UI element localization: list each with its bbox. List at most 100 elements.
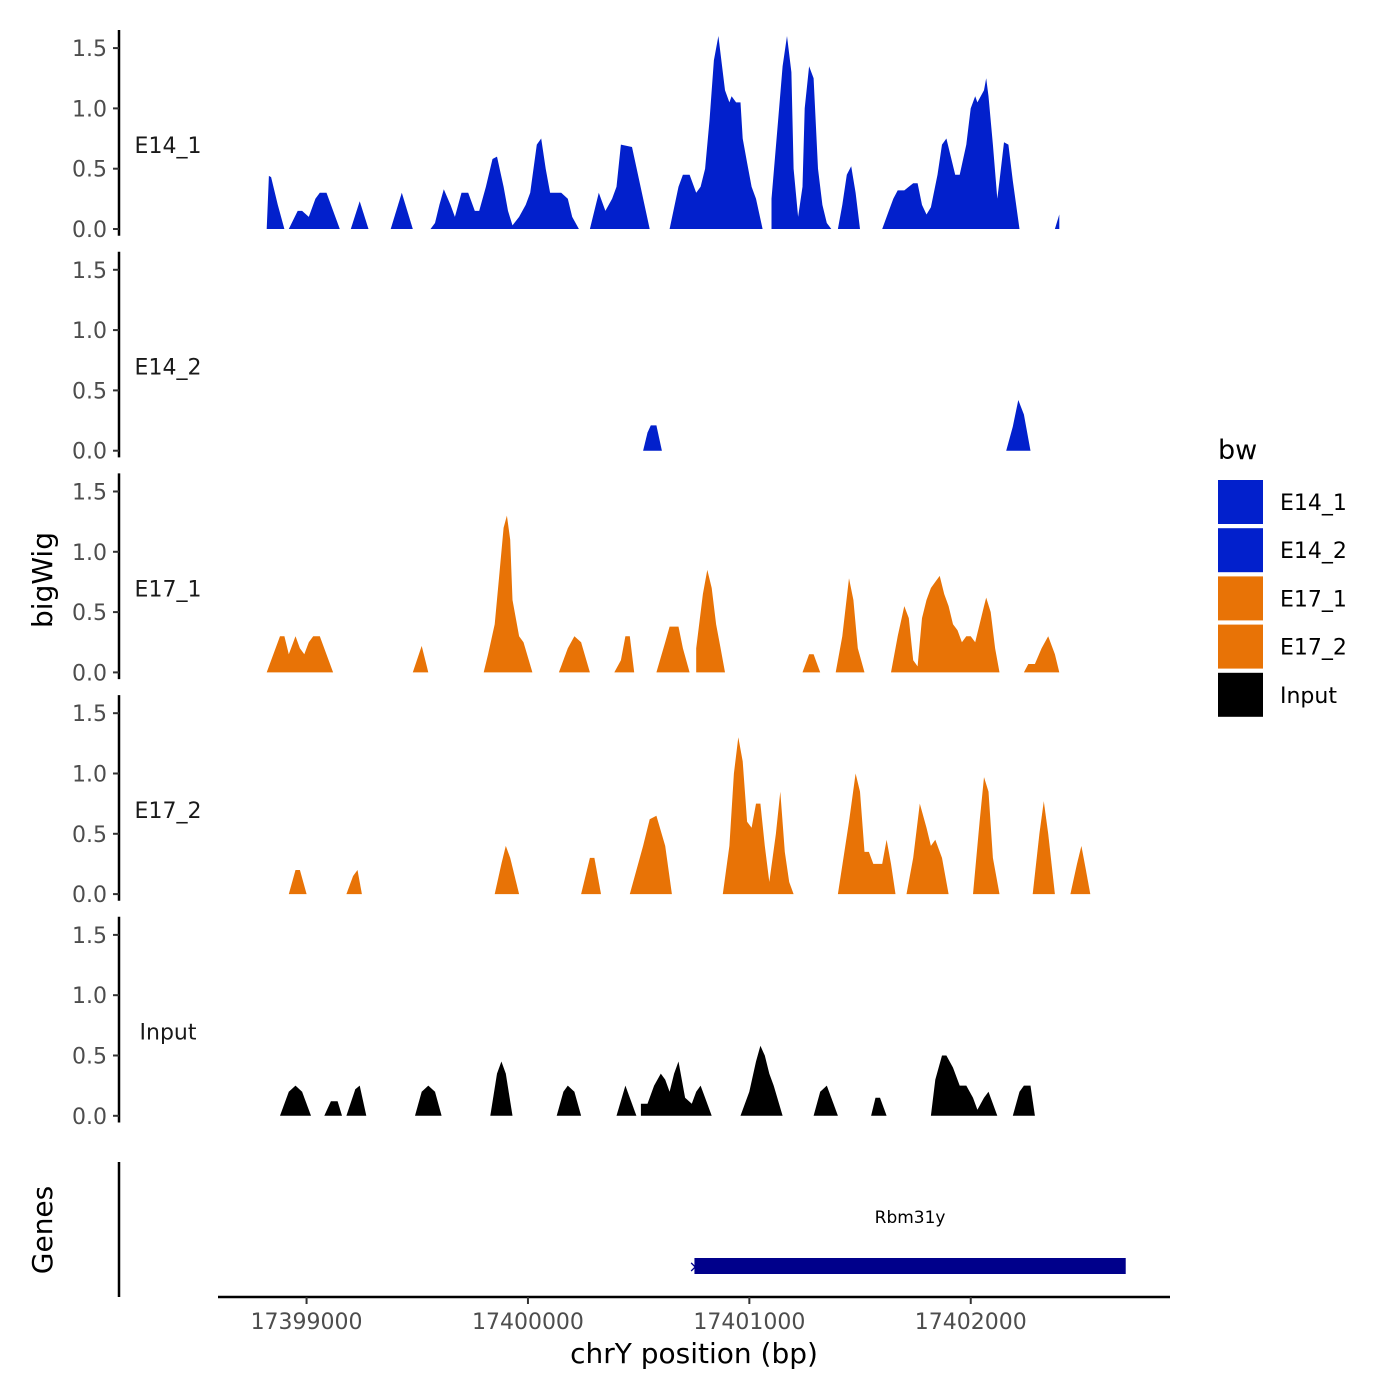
coverage-peak	[871, 1097, 887, 1116]
coverage-peak	[558, 636, 590, 673]
coverage-peak	[930, 1055, 998, 1116]
legend-label: E17_2	[1280, 636, 1347, 661]
coverage-peak	[837, 166, 860, 229]
x-tick-label: 17402000	[915, 1310, 1027, 1335]
coverage-peak	[973, 777, 1000, 895]
gene-label: Rbm31y	[875, 1208, 946, 1228]
y-tick-label: 1.0	[72, 984, 107, 1009]
track-e14-1: 0.0 0.5 1.0 1.5 E14_1	[72, 30, 1060, 243]
gene-strand-icon: ×	[688, 1257, 701, 1276]
track-label-input: Input	[140, 1021, 197, 1046]
tracks-group: 0.0 0.5 1.0 1.5 E14_1 0.0 0.5 1.0 1.5 E14_2 0.0 0.5…	[72, 30, 1091, 1130]
legend-label: E14_1	[1280, 491, 1347, 516]
coverage-peak	[1070, 845, 1091, 895]
coverage-peak	[324, 1101, 342, 1116]
legend: bw E14_1 E14_2 E17_1 E17_2 Input	[1218, 435, 1347, 717]
legend-title: bw	[1218, 435, 1257, 466]
track-label-e14-2: E14_2	[135, 356, 202, 381]
coverage-peak	[556, 1085, 582, 1116]
coverage-peak	[802, 654, 821, 673]
x-tick-label: 17401000	[693, 1310, 805, 1335]
y-tick-label: 0.5	[72, 823, 107, 848]
coverage-peak	[494, 845, 520, 895]
coverage-peak	[589, 144, 650, 229]
coverage-peak	[1012, 1085, 1035, 1116]
y-tick-label: 0.5	[72, 158, 107, 183]
y-tick-label: 0.0	[72, 218, 107, 243]
track-e14-2: 0.0 0.5 1.0 1.5 E14_2	[72, 251, 1031, 465]
legend-item-e14-1: E14_1	[1218, 480, 1347, 524]
coverage-peak	[643, 425, 662, 451]
coverage-peak	[616, 1085, 637, 1116]
coverage-peak	[740, 1045, 783, 1116]
legend-swatch	[1218, 528, 1263, 573]
coverage-peak	[614, 636, 635, 673]
x-axis-title: chrY position (bp)	[570, 1337, 818, 1370]
coverage-peak	[266, 636, 334, 673]
y-tick-label: 1.5	[72, 480, 107, 505]
legend-label: Input	[1280, 684, 1337, 709]
legend-item-e17-2: E17_2	[1218, 624, 1347, 669]
coverage-peak	[490, 1061, 513, 1116]
x-axis: 17399000 17400000 17401000 17402000	[218, 1295, 1170, 1335]
y-tick-label: 1.0	[72, 319, 107, 344]
coverage-peak	[696, 569, 725, 673]
coverage-peak	[1054, 214, 1060, 229]
coverage-peak	[771, 36, 832, 229]
coverage-peak	[669, 36, 763, 229]
track-input: 0.0 0.5 1.0 1.5 Input	[72, 916, 1035, 1130]
coverage-peak	[906, 803, 949, 895]
coverage-peak	[266, 175, 285, 229]
coverage-peak	[882, 78, 1020, 229]
track-e17-1: 0.0 0.5 1.0 1.5 E17_1	[72, 473, 1060, 686]
coverage-peak	[640, 1061, 712, 1116]
y-tick-label: 1.5	[72, 702, 107, 727]
y-tick-label: 1.5	[72, 259, 107, 284]
coverage-peak	[629, 815, 672, 895]
legend-label: E14_2	[1280, 539, 1347, 564]
coverage-peak	[813, 1085, 838, 1116]
legend-label: E17_1	[1280, 587, 1347, 612]
coverage-peak	[1023, 636, 1060, 673]
coverage-peak	[346, 870, 362, 895]
track-e17-2: 0.0 0.5 1.0 1.5 E17_2	[72, 695, 1091, 908]
y-tick-label: 0.0	[72, 883, 107, 908]
coverage-peak	[412, 645, 429, 673]
coverage-peak	[581, 857, 601, 895]
y-tick-label: 1.0	[72, 97, 107, 122]
coverage-peak	[350, 201, 369, 229]
legend-swatch	[1218, 480, 1263, 524]
coverage-peak	[415, 1085, 442, 1116]
coverage-peak	[891, 575, 1000, 673]
coverage-peak	[656, 626, 690, 673]
legend-item-input: Input	[1218, 672, 1337, 717]
coverage-peak	[483, 515, 533, 673]
y-tick-label: 1.5	[72, 924, 107, 949]
legend-swatch	[1218, 576, 1263, 621]
coverage-peak	[390, 192, 413, 229]
y-tick-label: 0.5	[72, 601, 107, 626]
y-tick-label: 0.5	[72, 379, 107, 404]
x-tick-label: 17399000	[251, 1310, 363, 1335]
coverage-peak	[430, 138, 579, 229]
legend-item-e17-1: E17_1	[1218, 576, 1347, 621]
y-tick-label: 1.0	[72, 541, 107, 566]
y-axis-title: bigWig	[26, 532, 59, 628]
y-tick-label: 0.5	[72, 1044, 107, 1069]
genes-axis-title: Genes	[26, 1186, 59, 1274]
coverage-peak	[280, 1085, 311, 1116]
coverage-peak	[1032, 801, 1055, 895]
track-label-e17-2: E17_2	[135, 799, 202, 824]
legend-item-e14-2: E14_2	[1218, 528, 1347, 573]
y-tick-label: 0.0	[72, 1105, 107, 1130]
y-tick-label: 1.5	[72, 37, 107, 62]
coverage-peak	[1006, 400, 1031, 451]
coverage-peak	[346, 1085, 367, 1116]
genes-panel: × Rbm31y	[117, 1162, 1126, 1297]
track-label-e14-1: E14_1	[135, 134, 202, 159]
coverage-peak	[288, 870, 307, 895]
x-tick-label: 17400000	[472, 1310, 584, 1335]
coverage-peak	[835, 578, 865, 673]
legend-swatch	[1218, 672, 1263, 717]
